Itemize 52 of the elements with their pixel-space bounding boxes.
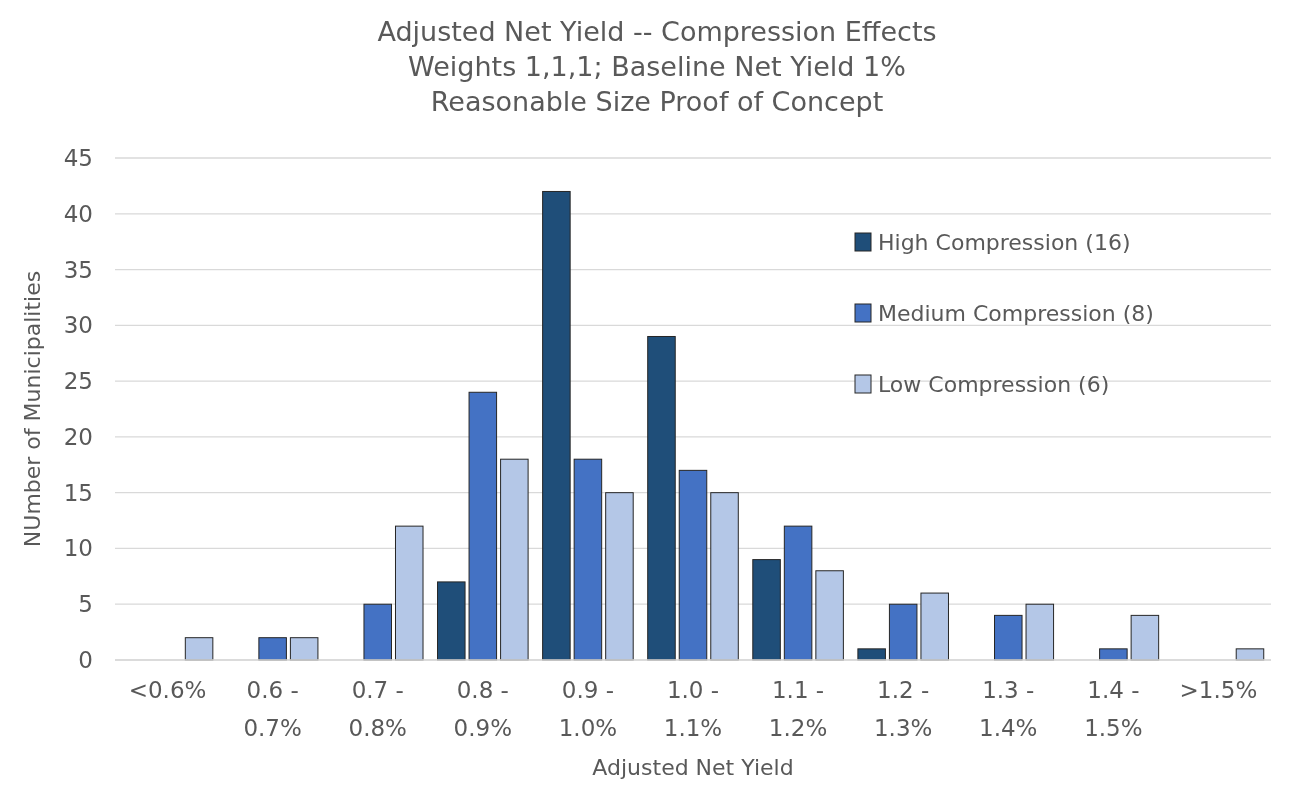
- chart-title: Adjusted Net Yield -- Compression Effects: [377, 15, 937, 47]
- y-tick-label: 40: [63, 200, 93, 227]
- y-tick-label: 45: [63, 145, 93, 172]
- bar: [647, 335, 676, 661]
- y-tick-label: 30: [63, 312, 93, 339]
- legend-label: High Compression (16): [878, 229, 1131, 255]
- bar: [468, 391, 498, 661]
- y-tick-label: 20: [63, 423, 93, 450]
- bar: [1130, 614, 1160, 661]
- x-tick-label: 0.9 - 1.0%: [558, 677, 618, 741]
- bar: [289, 637, 319, 661]
- bar: [1025, 603, 1055, 661]
- y-tick-label: 10: [63, 535, 93, 562]
- bar: [710, 492, 739, 661]
- bar: [184, 637, 214, 661]
- y-tick-label: 5: [78, 591, 93, 618]
- bar: [888, 603, 918, 661]
- bar: [815, 570, 844, 661]
- y-tick-label: 15: [63, 479, 93, 506]
- x-tick-label: 1.4 - 1.5%: [1084, 677, 1143, 741]
- chart-subtitle: Weights 1,1,1; Baseline Net Yield 1% Reasonable Size Proof of Concept: [408, 50, 906, 117]
- x-axis-title: Adjusted Net Yield: [592, 755, 794, 780]
- bar: [1099, 648, 1128, 661]
- y-tick-label: 0: [78, 647, 93, 674]
- y-axis-title: NUmber of Municipalities: [20, 270, 45, 548]
- bar: [783, 525, 813, 661]
- x-tick-label: 0.8 - 0.9%: [453, 677, 513, 741]
- bar: [437, 581, 466, 661]
- bar: [500, 458, 529, 661]
- y-tick-label: 35: [63, 256, 93, 283]
- bar: [752, 559, 781, 661]
- x-tick-label: <0.6%: [128, 677, 207, 703]
- bar: [573, 458, 603, 661]
- bar: [258, 637, 287, 661]
- bar: [994, 614, 1023, 661]
- x-tick-label: 1.1 - 1.2%: [768, 677, 828, 741]
- bar: [363, 603, 392, 661]
- x-tick-label: 1.2 - 1.3%: [873, 677, 933, 741]
- bar: [678, 469, 708, 661]
- bar: [920, 592, 949, 661]
- y-tick-label: 25: [63, 368, 93, 395]
- bar: [394, 525, 424, 661]
- x-tick-label: >1.5%: [1179, 677, 1258, 703]
- x-tick-label: 0.7 - 0.8%: [348, 677, 407, 741]
- bar: [857, 648, 886, 661]
- x-tick-label: 1.0 - 1.1%: [663, 677, 723, 741]
- bar: [605, 492, 634, 661]
- x-tick-label: 0.6 - 0.7%: [243, 677, 302, 741]
- legend-label: Low Compression (6): [878, 371, 1110, 397]
- x-tick-label: 1.3 - 1.4%: [979, 677, 1038, 741]
- bar: [542, 190, 571, 661]
- legend-label: Medium Compression (8): [878, 300, 1154, 326]
